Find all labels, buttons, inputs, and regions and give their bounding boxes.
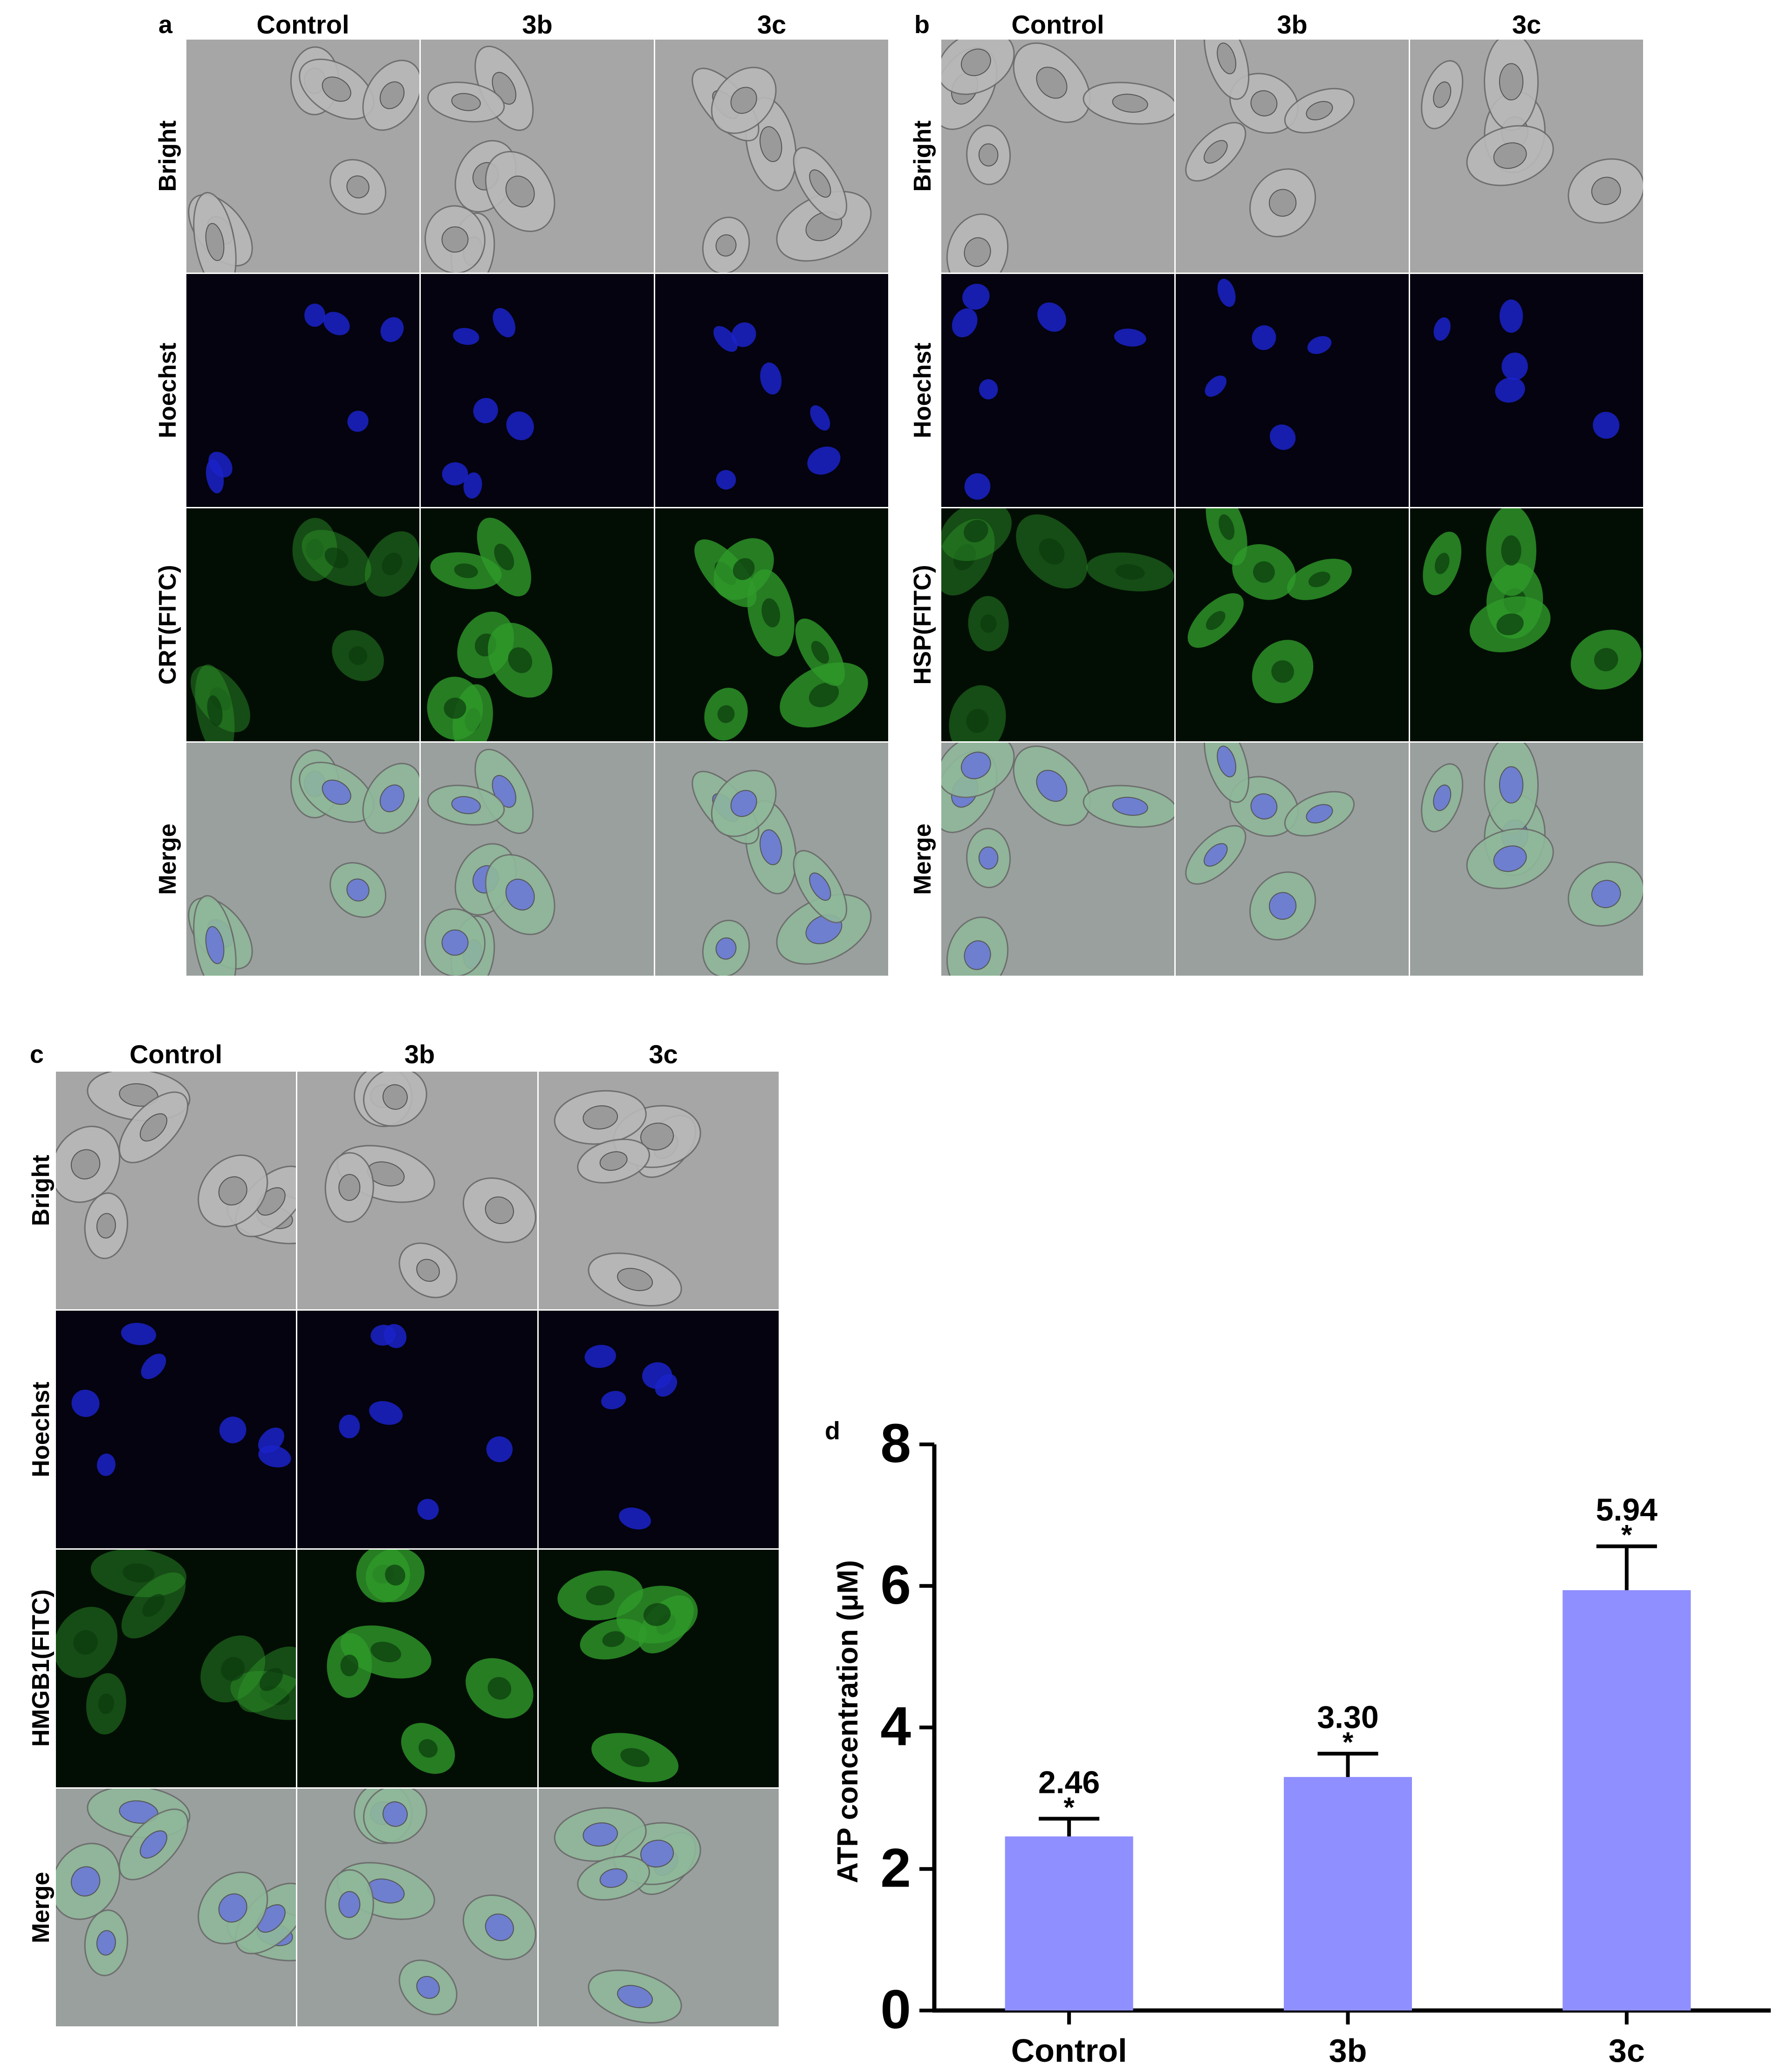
panel-b-merge-control-image — [941, 743, 1174, 976]
panel-a-hoechst-control-image — [186, 274, 419, 507]
data-label: 5.94 — [1596, 1492, 1658, 1528]
panel-a-row-hoechst: Hoechst — [154, 342, 181, 438]
panel-a-fitc-3c-image — [655, 508, 888, 741]
panel-c-row-merge: Merge — [27, 1872, 55, 1943]
panel-b-fitc-3b-image — [1176, 508, 1409, 741]
panel-b-row-hoechst: Hoechst — [909, 342, 936, 438]
significance-marker: * — [1621, 1519, 1632, 1551]
y-tick-label: 8 — [880, 1416, 911, 1474]
panel-b-hoechst-3b-image — [1176, 274, 1409, 507]
panel-a-hoechst-3b-image — [421, 274, 654, 507]
panel-c-row-fitc: HMGB1(FITC) — [27, 1589, 55, 1747]
y-axis: 0 2 4 6 8 — [880, 1416, 937, 2040]
panel-c-merge-control-image — [56, 1789, 296, 2026]
panel-b-fitc-control-image — [941, 508, 1174, 741]
panel-b-row-merge: Merge — [909, 823, 936, 895]
panel-c-hoechst-control-image — [56, 1311, 296, 1548]
bars: *2.46*3.30*5.94 — [1005, 1492, 1691, 2010]
data-label: 2.46 — [1038, 1764, 1100, 1800]
panel-b-merge-3b-image — [1176, 743, 1409, 976]
bar-control — [1005, 1836, 1133, 2010]
y-tick-label: 6 — [880, 1554, 911, 1616]
y-axis-label: ATP concentration (μM) — [832, 1560, 864, 1883]
panel-b-col-3b: 3b — [1277, 10, 1308, 39]
panel-a-col-3c: 3c — [757, 10, 787, 39]
panel-c-bright-3c-image — [539, 1072, 779, 1309]
panel-b-row-fitc: HSP(FITC) — [909, 565, 936, 685]
panel-b-col-control: Control — [1011, 10, 1104, 39]
panel-b-hoechst-control-image — [941, 274, 1174, 507]
panel-b-row-bright: Bright — [909, 120, 936, 192]
panel-a-row-fitc: CRT(FITC) — [154, 565, 181, 685]
panel-c-bright-control-image — [56, 1072, 296, 1309]
panel-b-fitc-3c-image — [1410, 508, 1643, 741]
panel-c-hoechst-3c-image — [539, 1311, 779, 1548]
panel-b-hoechst-3c-image — [1410, 274, 1643, 507]
panel-a-col-control: Control — [256, 10, 349, 39]
y-tick-label: 2 — [880, 1837, 911, 1899]
panel-c-fitc-control-image — [56, 1550, 296, 1787]
panel-c-merge-3b-image — [297, 1789, 537, 2026]
panel-letter-d: d — [825, 1417, 840, 1445]
x-tick-label: Control — [1011, 2032, 1127, 2069]
panel-letter-b: b — [914, 11, 930, 39]
panel-a-bright-3b-image — [421, 40, 654, 273]
panel-b-bright-3b-image — [1176, 40, 1409, 273]
x-tick-label: 3b — [1329, 2032, 1367, 2069]
significance-marker: * — [1063, 1792, 1075, 1823]
panel-c-hoechst-3b-image — [297, 1311, 537, 1548]
bar-3c — [1562, 1590, 1691, 2010]
panel-c-fitc-3b-image — [297, 1550, 537, 1787]
panel-a-bright-3c-image — [655, 40, 888, 273]
panel-a-fitc-control-image — [186, 508, 419, 741]
panel-letter-c: c — [30, 1040, 44, 1068]
panel-a-col-3b: 3b — [522, 10, 553, 39]
bar-3b — [1284, 1777, 1412, 2010]
x-axis: Control 3b 3c — [932, 2008, 1771, 2069]
panel-c-col-3c: 3c — [649, 1039, 678, 1069]
panel-c-fitc-3c-image — [539, 1550, 779, 1787]
panel-c-bright-3b-image — [297, 1072, 537, 1309]
panel-c-row-bright: Bright — [27, 1155, 55, 1226]
panel-c-merge-3c-image — [539, 1789, 779, 2026]
panel-b-col-3c: 3c — [1512, 10, 1541, 39]
panel-a-merge-control-image — [186, 743, 419, 976]
data-label: 3.30 — [1317, 1700, 1378, 1735]
panel-c-col-3b: 3b — [404, 1039, 435, 1069]
panel-b-bright-3c-image — [1410, 40, 1643, 273]
panel-a-hoechst-3c-image — [655, 274, 888, 507]
x-tick-label: 3c — [1609, 2032, 1645, 2069]
panel-c-row-hoechst: Hoechst — [27, 1381, 55, 1477]
panel-a-merge-3b-image — [421, 743, 654, 976]
panel-letter-a: a — [158, 11, 173, 39]
significance-marker: * — [1343, 1727, 1354, 1758]
panel-b-bright-control-image — [941, 40, 1174, 273]
panel-a-merge-3c-image — [655, 743, 888, 976]
y-tick-label: 4 — [880, 1696, 911, 1757]
panel-a-row-bright: Bright — [154, 120, 181, 192]
panel-b-merge-3c-image — [1410, 743, 1643, 976]
panel-a-bright-control-image — [186, 40, 419, 273]
panel-c-col-control: Control — [129, 1039, 223, 1069]
panel-a-fitc-3b-image — [421, 508, 654, 741]
panel-a-row-merge: Merge — [154, 823, 181, 895]
y-tick-label: 0 — [880, 1979, 911, 2040]
